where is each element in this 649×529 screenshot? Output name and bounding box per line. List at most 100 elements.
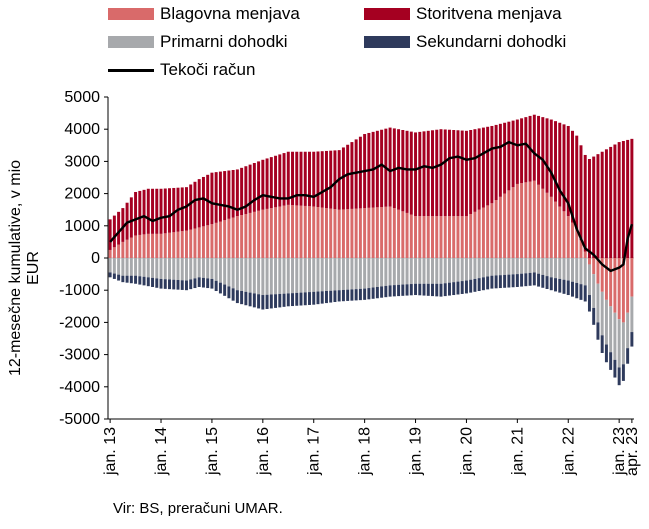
- y-axis-label: 12-mesečne kumulative, v mio EUR: [7, 159, 42, 377]
- bar-goods: [426, 216, 430, 258]
- bar-services: [515, 119, 519, 184]
- bar-goods: [134, 235, 138, 258]
- bar-primary: [617, 319, 621, 368]
- bar-primary: [562, 258, 566, 280]
- bar-goods: [218, 221, 222, 258]
- bar-goods: [630, 258, 634, 297]
- bar-primary: [566, 258, 570, 281]
- bar-primary: [142, 258, 146, 277]
- bar-services: [240, 167, 244, 216]
- bar-goods: [503, 193, 507, 258]
- bar-primary: [503, 258, 507, 275]
- bar-goods: [354, 208, 358, 258]
- bar-goods: [435, 216, 439, 258]
- y-tick-label: 1000: [64, 218, 100, 235]
- bar-goods: [358, 208, 362, 258]
- bar-services: [439, 129, 443, 217]
- bar-goods: [562, 211, 566, 258]
- bar-primary: [227, 258, 231, 287]
- bar-primary: [354, 258, 358, 290]
- bar-secondary: [490, 275, 494, 289]
- bar-secondary: [528, 272, 532, 286]
- bar-services: [159, 188, 163, 234]
- bar-secondary: [354, 289, 358, 301]
- bar-goods: [172, 232, 176, 258]
- bar-primary: [431, 258, 434, 284]
- bar-secondary: [231, 288, 235, 301]
- legend-swatch-primary: [108, 36, 154, 48]
- bar-primary: [189, 258, 193, 280]
- bar-secondary: [218, 282, 222, 294]
- bar-secondary: [545, 276, 549, 289]
- bar-secondary: [558, 278, 562, 293]
- y-tick-label: -5000: [59, 411, 100, 428]
- bar-primary: [426, 258, 430, 284]
- bar-goods: [405, 212, 409, 258]
- bar-secondary: [388, 285, 392, 297]
- bar-goods: [138, 234, 142, 258]
- bar-primary: [286, 258, 290, 294]
- bar-primary: [341, 258, 345, 290]
- bar-services: [566, 125, 570, 217]
- bar-goods: [265, 208, 269, 258]
- bar-goods: [299, 205, 303, 258]
- bar-secondary: [176, 280, 180, 290]
- bar-goods: [146, 233, 150, 258]
- bar-goods: [477, 209, 481, 258]
- bar-goods: [579, 240, 583, 258]
- bar-goods: [447, 216, 451, 258]
- bar-secondary: [498, 275, 502, 289]
- bar-services: [414, 132, 418, 217]
- bar-primary: [486, 258, 490, 277]
- bar-primary: [498, 258, 502, 276]
- bar-secondary: [341, 289, 345, 302]
- bar-secondary: [265, 294, 269, 309]
- bar-goods: [452, 216, 456, 258]
- bar-primary: [579, 258, 583, 285]
- bar-goods: [180, 231, 184, 258]
- bar-services: [244, 166, 248, 214]
- bar-primary: [443, 258, 447, 284]
- bar-secondary: [554, 278, 558, 292]
- bar-secondary: [392, 285, 396, 297]
- bar-secondary: [337, 290, 341, 302]
- bar-services: [435, 129, 439, 217]
- bar-secondary: [414, 283, 418, 296]
- bar-secondary: [397, 284, 401, 297]
- bar-primary: [401, 258, 405, 285]
- bar-services: [197, 179, 201, 228]
- bar-secondary: [138, 276, 142, 285]
- bar-goods: [248, 212, 252, 258]
- bar-services: [397, 129, 401, 210]
- bar-goods: [125, 239, 129, 258]
- bar-services: [418, 131, 422, 217]
- bar-primary: [240, 258, 244, 291]
- bar-secondary: [460, 281, 464, 294]
- bar-goods: [189, 229, 193, 258]
- bar-primary: [121, 258, 125, 276]
- bar-primary: [630, 296, 634, 333]
- bar-goods: [197, 227, 201, 258]
- current-account-line: [109, 140, 634, 273]
- bar-services: [380, 129, 384, 208]
- bar-goods: [469, 213, 473, 258]
- bar-goods: [163, 233, 167, 258]
- bar-primary: [350, 258, 354, 290]
- bar-secondary: [324, 291, 328, 304]
- bar-primary: [184, 258, 188, 281]
- bar-goods: [592, 258, 596, 275]
- bar-goods: [409, 214, 413, 258]
- bar-secondary: [435, 283, 439, 297]
- bar-secondary: [286, 293, 290, 307]
- bar-services: [138, 190, 142, 235]
- bar-secondary: [146, 277, 150, 287]
- bar-secondary: [443, 283, 447, 297]
- bar-primary: [108, 258, 112, 273]
- bar-goods: [303, 205, 307, 258]
- bar-services: [452, 130, 456, 217]
- x-tick-label: jan. 22: [560, 427, 577, 476]
- bar-services: [562, 124, 566, 212]
- bar-services: [142, 189, 146, 235]
- bar-services: [168, 188, 171, 233]
- bar-goods: [308, 206, 311, 258]
